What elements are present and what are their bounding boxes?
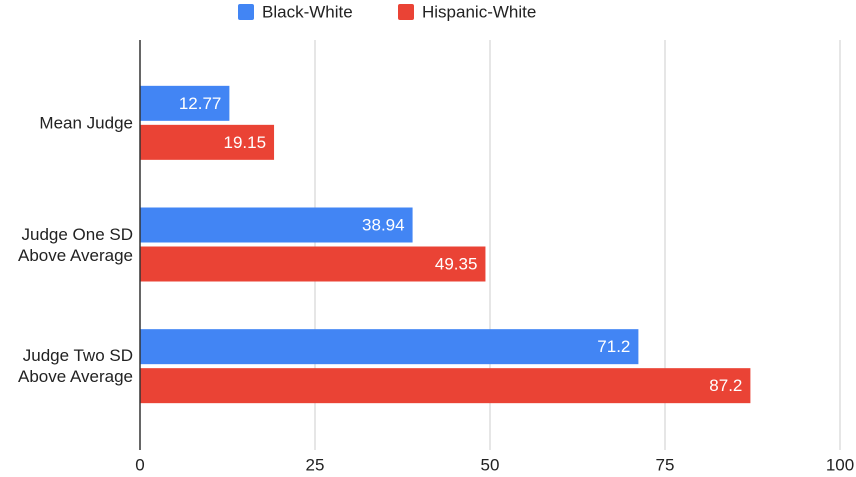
value-label: 49.35 [435, 254, 478, 273]
value-label: 87.2 [709, 376, 742, 395]
value-label: 19.15 [224, 133, 267, 152]
category-label: Judge One SD Above Average [18, 224, 133, 265]
legend-swatch [238, 4, 254, 20]
bar [140, 329, 639, 365]
category-label: Mean Judge [39, 113, 133, 133]
legend-swatch [398, 4, 414, 20]
bar [140, 85, 230, 121]
bar [140, 246, 486, 282]
x-tick-label: 100 [826, 455, 854, 474]
x-tick-label: 75 [656, 455, 675, 474]
category-label: Judge Two SD Above Average [18, 346, 133, 387]
x-tick-label: 0 [135, 455, 144, 474]
x-tick-label: 50 [481, 455, 500, 474]
bar [140, 207, 413, 243]
legend-label: Black-White [262, 2, 353, 21]
bar [140, 368, 751, 404]
x-tick-label: 25 [306, 455, 325, 474]
bar [140, 124, 275, 160]
legend-label: Hispanic-White [422, 2, 536, 21]
value-label: 71.2 [597, 337, 630, 356]
value-label: 38.94 [362, 215, 405, 234]
value-label: 12.77 [179, 94, 222, 113]
